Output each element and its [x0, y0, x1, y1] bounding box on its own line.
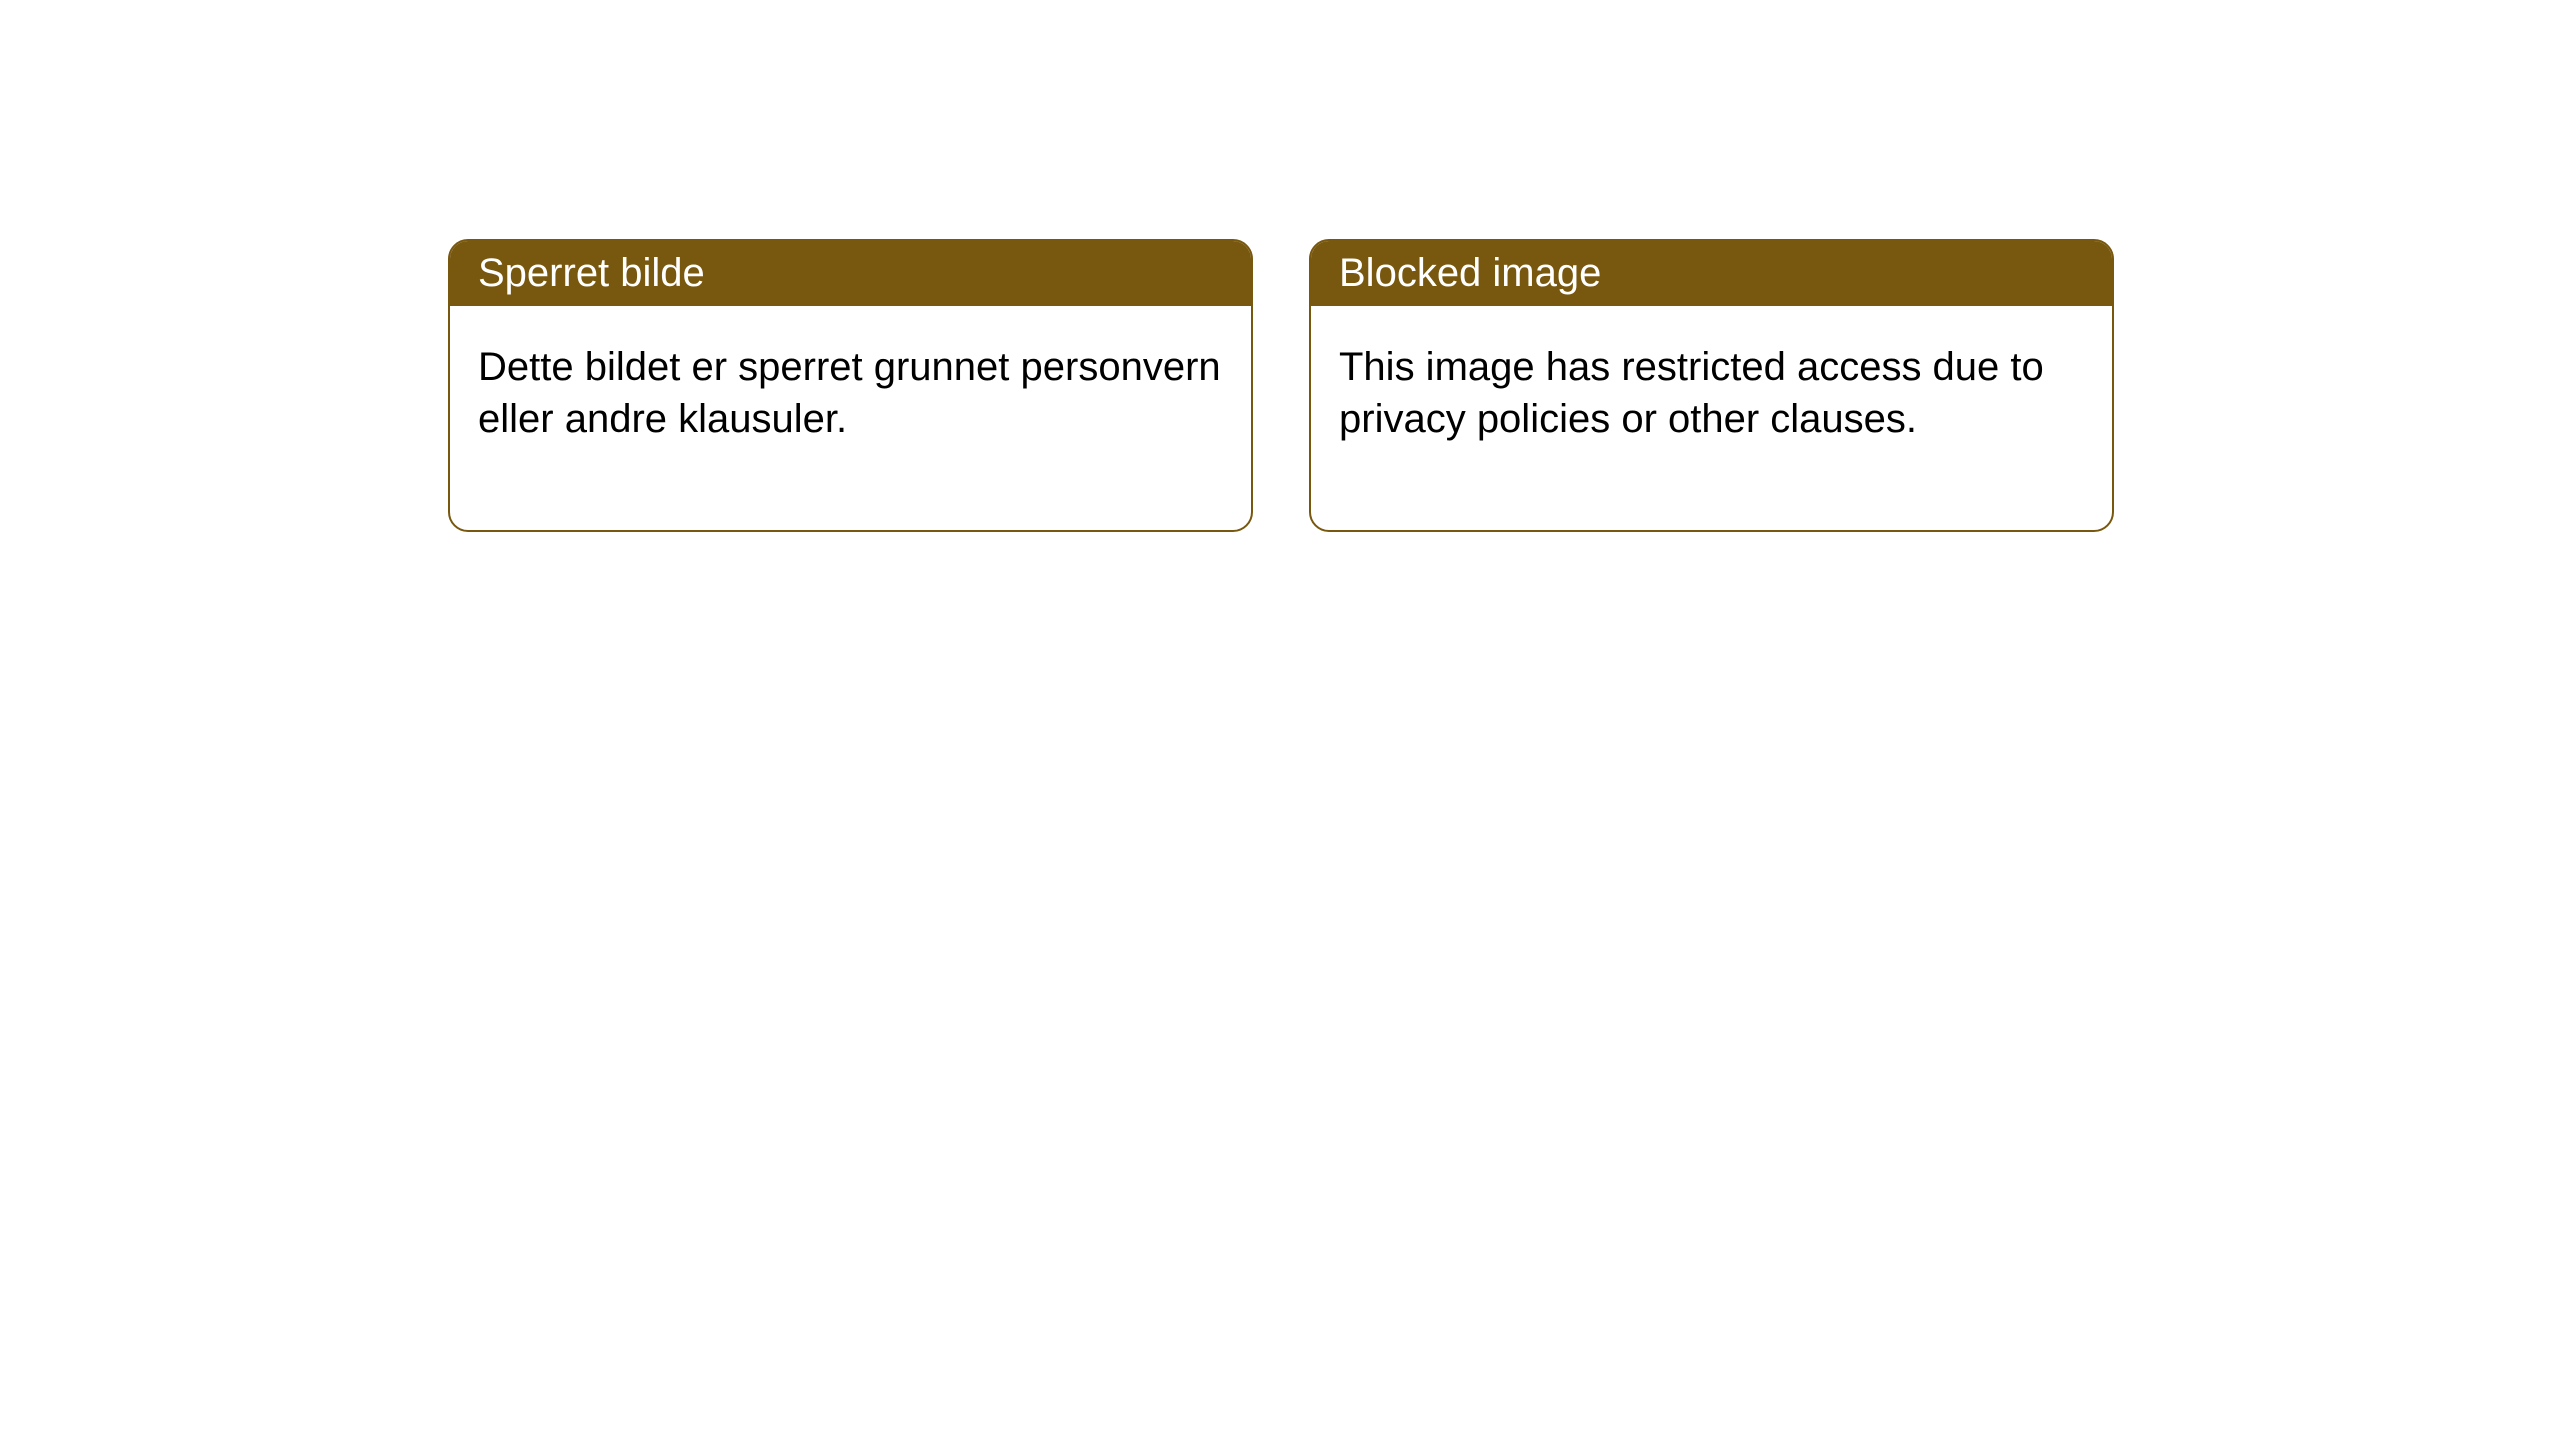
card-message: This image has restricted access due to …	[1339, 345, 2044, 441]
card-header: Blocked image	[1311, 241, 2112, 306]
card-title: Sperret bilde	[478, 251, 705, 295]
card-body: Dette bildet er sperret grunnet personve…	[450, 306, 1251, 530]
card-container: Sperret bilde Dette bildet er sperret gr…	[0, 0, 2560, 532]
card-title: Blocked image	[1339, 251, 1601, 295]
card-message: Dette bildet er sperret grunnet personve…	[478, 345, 1221, 441]
blocked-image-card-no: Sperret bilde Dette bildet er sperret gr…	[448, 239, 1253, 532]
card-body: This image has restricted access due to …	[1311, 306, 2112, 530]
card-header: Sperret bilde	[450, 241, 1251, 306]
blocked-image-card-en: Blocked image This image has restricted …	[1309, 239, 2114, 532]
